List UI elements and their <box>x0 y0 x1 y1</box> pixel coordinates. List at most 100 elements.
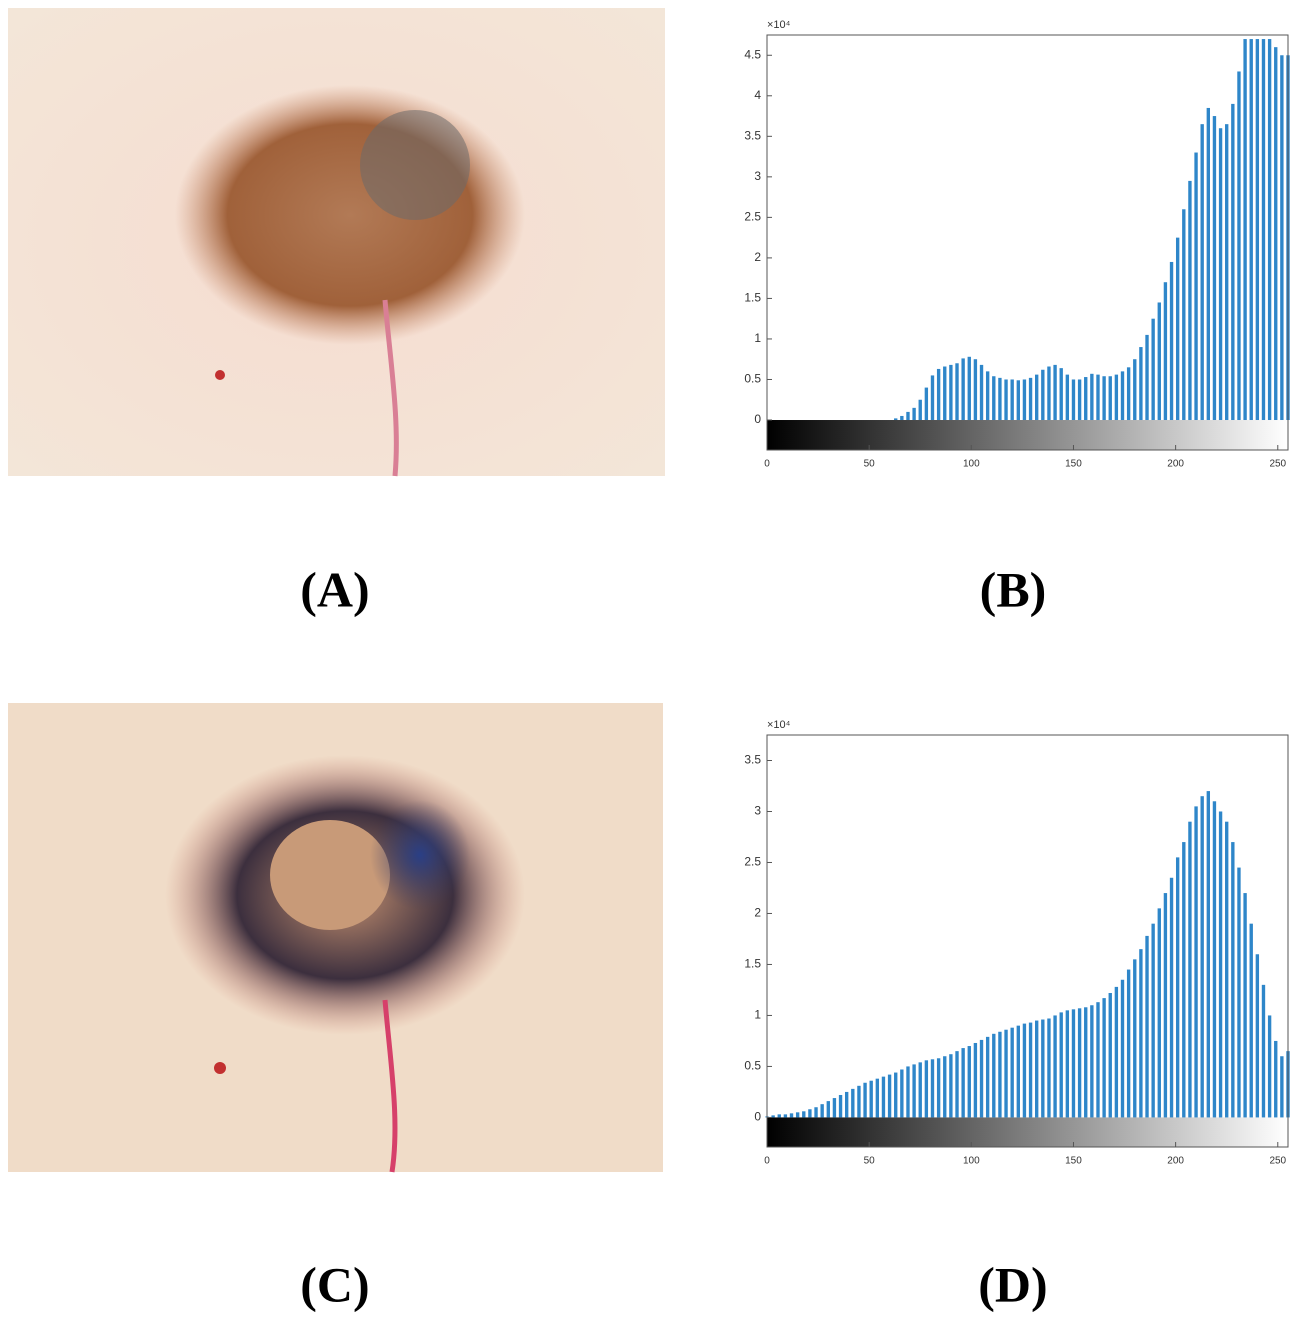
x-tick-label: 250 <box>1269 1156 1286 1167</box>
histogram-bar <box>1163 282 1168 421</box>
histogram-bar <box>1151 318 1155 421</box>
histogram-bar <box>1267 39 1272 421</box>
histogram-bar <box>783 1114 788 1118</box>
histogram-bar <box>1016 380 1020 421</box>
histogram-bar <box>1084 1007 1088 1118</box>
histogram-bar <box>1145 334 1149 421</box>
histogram-bar <box>1175 857 1180 1118</box>
histogram-bar <box>1010 1027 1014 1118</box>
y-tick-label: 1 <box>754 1008 761 1022</box>
histogram-bar <box>894 418 898 421</box>
histogram-bar <box>1065 1010 1070 1118</box>
histogram-bar <box>1114 986 1119 1118</box>
histogram-bar <box>1053 364 1057 421</box>
histogram-bar <box>881 1076 886 1118</box>
histogram-bar <box>844 1091 849 1118</box>
y-tick-label: 3.5 <box>744 128 761 142</box>
panel-label: (D) <box>978 1256 1047 1312</box>
y-multiplier: ×10⁴ <box>767 719 791 731</box>
histogram-bar <box>1151 923 1155 1118</box>
histogram-bar <box>1041 1019 1045 1118</box>
histogram-bar <box>1225 124 1229 421</box>
grayscale-bar <box>767 1117 1288 1147</box>
histogram-bar <box>1194 806 1198 1118</box>
histogram-bar <box>992 1033 996 1118</box>
histogram-bar <box>1035 374 1039 421</box>
histogram-bar <box>857 1085 861 1118</box>
histogram-bar <box>802 1111 806 1118</box>
histogram-bar <box>936 368 941 421</box>
histogram-bar <box>1047 366 1051 421</box>
histogram-bar <box>1114 374 1119 421</box>
histogram-bar <box>1274 47 1278 421</box>
histogram-bar <box>973 359 978 421</box>
histogram-bar <box>1267 1015 1272 1118</box>
histogram-bar <box>961 358 965 421</box>
histogram-bar <box>918 399 922 421</box>
histogram-bar <box>979 1039 984 1118</box>
histogram-bar <box>918 1062 922 1118</box>
histogram-bar <box>1108 376 1112 421</box>
histogram-bar <box>1090 1005 1094 1118</box>
histogram-bar <box>912 407 916 421</box>
histogram-bar <box>1004 1029 1008 1118</box>
x-tick-label: 0 <box>764 1156 770 1167</box>
histogram-bar <box>1206 107 1211 421</box>
histogram-bar <box>1022 1023 1027 1118</box>
x-tick-label: 100 <box>963 1156 980 1167</box>
y-tick-label: 3 <box>754 169 761 183</box>
histogram-bar <box>820 1104 824 1118</box>
histogram-bar <box>808 1109 812 1118</box>
histogram-bar <box>1084 377 1088 421</box>
panel-label: (A) <box>300 561 369 617</box>
histogram-bar <box>1249 923 1253 1118</box>
histogram-bar <box>924 1060 929 1118</box>
x-tick-label: 250 <box>1269 459 1286 470</box>
histogram-bar <box>1053 1015 1057 1118</box>
histogram-bar <box>1102 376 1106 421</box>
y-tick-label: 2.5 <box>744 855 761 869</box>
histogram-bar <box>1065 374 1070 421</box>
histogram-bar <box>1126 367 1131 421</box>
axes-frame <box>766 34 1289 451</box>
histogram-bar <box>863 1082 867 1118</box>
histogram-bar <box>1182 209 1186 421</box>
y-tick-label: 3 <box>754 804 761 818</box>
histogram-bar <box>1120 979 1125 1118</box>
histogram-bar <box>1071 379 1076 421</box>
y-tick-label: 1.5 <box>744 291 761 305</box>
histogram-bar <box>1280 55 1284 421</box>
histogram-bar <box>1169 261 1174 421</box>
histogram-bar <box>943 366 947 421</box>
histogram-bar <box>832 1098 837 1118</box>
histogram-bar <box>875 1078 880 1118</box>
histogram-bar <box>1261 39 1266 421</box>
y-tick-label: 4 <box>754 88 761 102</box>
histogram-bar <box>1243 39 1247 421</box>
histogram-bar <box>1212 801 1217 1118</box>
y-tick-label: 0.5 <box>744 372 761 386</box>
histogram-bar <box>1126 969 1131 1118</box>
y-tick-label: 3.5 <box>744 753 761 767</box>
histogram-bar <box>1243 893 1247 1118</box>
histogram-bar <box>1225 821 1229 1118</box>
histogram-bar <box>1108 993 1112 1118</box>
histogram-bar <box>1237 71 1241 421</box>
histogram-bar <box>814 1107 818 1118</box>
histogram-bar <box>1139 347 1143 421</box>
histogram-bar <box>949 1054 953 1118</box>
histogram-bar <box>777 1114 781 1118</box>
histogram-bar <box>961 1048 965 1118</box>
histogram-bar <box>1096 1002 1100 1118</box>
histogram-bar <box>1035 1020 1039 1118</box>
histogram-bar <box>906 1066 910 1118</box>
histogram-bar <box>930 375 935 421</box>
photo-c <box>8 703 663 1173</box>
histogram-bar <box>967 356 971 421</box>
histogram-bar <box>930 1059 935 1118</box>
histogram-bar <box>900 415 904 421</box>
histogram-bar <box>955 363 959 421</box>
histogram-bar <box>1077 1008 1082 1118</box>
x-tick-label: 50 <box>864 459 876 470</box>
